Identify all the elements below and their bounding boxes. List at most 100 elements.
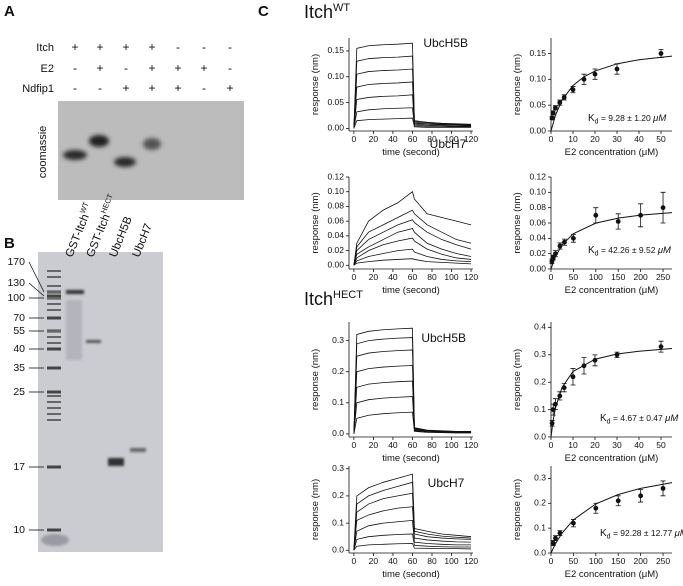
data-point (660, 485, 666, 491)
data-point (615, 219, 621, 224)
x-tick-label: 100 (589, 272, 603, 282)
ladder-band (47, 291, 61, 293)
row-label: Ndfip1 (22, 83, 54, 95)
y-tick-label: 0.1 (332, 517, 344, 527)
data-point (557, 243, 563, 249)
sign: + (122, 81, 129, 95)
sensorgram-line (353, 380, 472, 434)
x-tick-label: 0 (352, 272, 357, 282)
band (130, 448, 146, 452)
x-axis-label: time (second) (382, 453, 440, 464)
sensorgram-line (353, 492, 472, 551)
kd-annotation: Kd = 42.26 ± 9.52 μM (588, 245, 671, 258)
sign: + (96, 40, 103, 54)
ladder-band (47, 347, 61, 351)
y-tick-label: 0.0 (534, 547, 546, 557)
y-axis-label: response (nm) (512, 54, 523, 115)
sensorgram-line (353, 506, 472, 551)
sign: - (73, 81, 77, 95)
sign: - (228, 40, 232, 54)
band (89, 135, 109, 147)
y-tick-label: 0.06 (327, 215, 344, 225)
x-tick-label: 0 (549, 272, 554, 282)
y-tick-label: 0.2 (332, 366, 344, 376)
band (63, 150, 87, 160)
x-tick-label: 60 (408, 134, 418, 144)
sensorgram-line (353, 42, 472, 129)
x-tick-label: 120 (464, 556, 478, 566)
sensorgram-line (353, 473, 472, 551)
sensorgram-line (353, 543, 472, 551)
y-axis-label: response (nm) (310, 54, 321, 115)
data-point (553, 105, 558, 111)
x-tick-label: 40 (388, 134, 398, 144)
lane-sup: WT (78, 200, 91, 215)
x-axis-label: E2 concentration (μM) (565, 569, 659, 580)
sign: - (202, 40, 206, 54)
data-point (660, 205, 666, 211)
x-tick-label: 60 (408, 556, 418, 566)
marker-label: 100 (7, 292, 25, 304)
kd-value: = 4.67 ± 0.47 (611, 413, 666, 423)
ladder-band (47, 342, 61, 344)
data-point (550, 540, 556, 546)
x-axis-label: E2 concentration (μM) (565, 453, 659, 464)
y-tick-label: 0.00 (327, 260, 344, 270)
sensorgram-line (353, 248, 472, 266)
row-label: Itch (36, 42, 54, 54)
x-tick-label: 150 (611, 272, 625, 282)
data-point (581, 363, 587, 369)
sensorgram-line (353, 237, 472, 266)
x-tick-label: 100 (444, 556, 458, 566)
sign: + (122, 40, 129, 54)
ladder-band (47, 366, 61, 370)
marker-label: 40 (13, 343, 25, 355)
y-tick-label: 0.2 (332, 490, 344, 500)
data-point (571, 235, 576, 241)
sign: + (200, 61, 207, 75)
sensorgram-line (353, 55, 472, 129)
kd-symbol: K (600, 413, 607, 424)
panel-label: A (4, 3, 15, 20)
sign: + (96, 61, 103, 75)
smear (41, 534, 69, 546)
marker-label: 55 (13, 325, 25, 337)
y-tick-label: 0.4 (534, 322, 546, 332)
ladder-band (47, 294, 61, 298)
x-tick-label: 80 (427, 556, 437, 566)
x-tick-label: 20 (369, 556, 379, 566)
band (114, 157, 136, 167)
smear (66, 300, 82, 360)
y-tick-label: 0.1 (534, 522, 546, 532)
panel-label: C (258, 3, 269, 20)
data-point (592, 71, 598, 77)
x-tick-label: 120 (464, 134, 478, 144)
kd-symbol: K (600, 528, 607, 539)
sign: + (174, 61, 181, 75)
kd-sub: d (595, 251, 599, 258)
x-tick-label: 10 (568, 134, 578, 144)
kd-annotation: Kd = 92.28 ± 12.77 μM (600, 528, 683, 541)
x-tick-label: 50 (656, 134, 666, 144)
band (86, 340, 101, 343)
marker-label: 170 (7, 256, 25, 268)
sensorgram-line (353, 94, 472, 129)
kd-unit: μM (652, 113, 666, 124)
ladder-band (47, 395, 61, 397)
data-point (638, 493, 644, 499)
y-tick-label: 0.10 (529, 74, 546, 84)
data-point (593, 212, 599, 218)
x-tick-label: 40 (634, 440, 644, 450)
x-tick-label: 250 (656, 556, 670, 566)
y-tick-label: 0.3 (332, 463, 344, 473)
y-tick-label: 0.05 (529, 99, 546, 109)
y-tick-label: 0.10 (327, 71, 344, 81)
x-tick-label: 200 (634, 272, 648, 282)
y-tick-label: 0.06 (529, 217, 546, 227)
sensorgram-line (353, 209, 472, 266)
chart-title: UbcH7 (430, 137, 467, 151)
kd-sub: d (607, 534, 611, 541)
chart-title: UbcH5B (421, 331, 466, 345)
sensorgram-line (353, 481, 472, 551)
x-tick-label: 80 (427, 134, 437, 144)
